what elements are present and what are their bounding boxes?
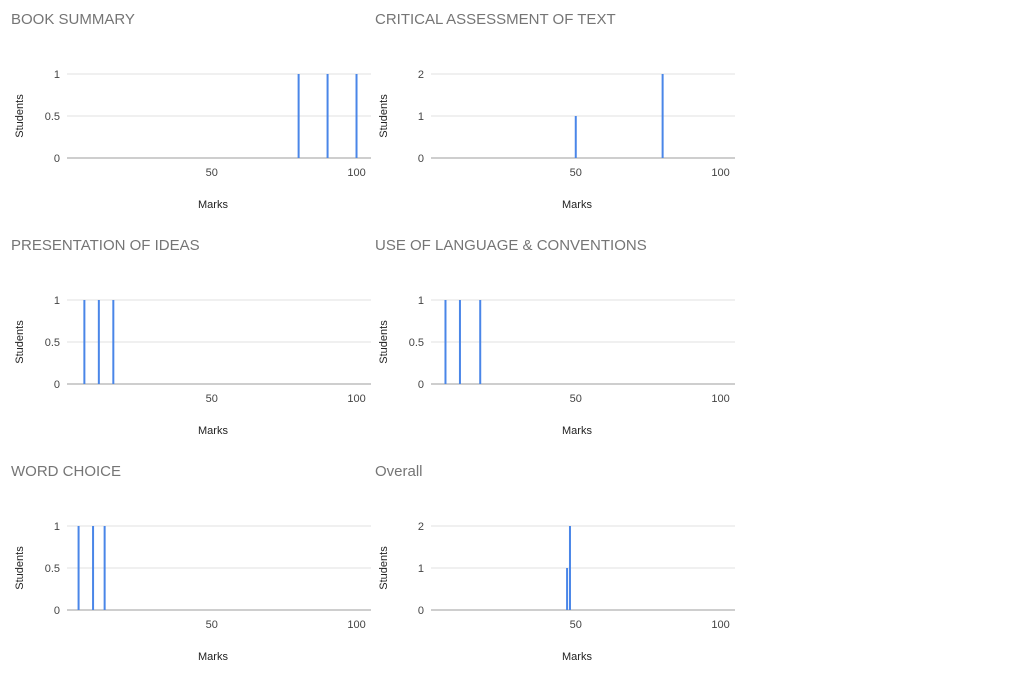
chart-critical-assessment: CRITICAL ASSESSMENT OF TEXT 0 1 2 50 100 Mark… bbox=[364, 0, 735, 226]
y-tick-label: 0.5 bbox=[45, 563, 60, 575]
bar bbox=[326, 74, 329, 158]
chart-plot: 0 1 2 50 100 Marks Students bbox=[378, 521, 735, 663]
chart-plot: 0 0.5 1 50 100 Marks Students bbox=[378, 295, 735, 437]
bar bbox=[661, 74, 664, 158]
y-axis-label: Students bbox=[14, 546, 26, 590]
bar bbox=[97, 300, 100, 384]
x-axis-label: Marks bbox=[562, 425, 592, 437]
y-tick-label: 0 bbox=[54, 605, 60, 617]
y-tick-label: 1 bbox=[418, 111, 424, 123]
y-axis-label: Students bbox=[378, 320, 390, 364]
chart-use-of-language: USE OF LANGUAGE & CONVENTIONS 0 0.5 1 50 100… bbox=[364, 226, 735, 452]
y-axis-label: Students bbox=[14, 94, 26, 138]
chart-title: CRITICAL ASSESSMENT OF TEXT bbox=[375, 11, 616, 28]
bar bbox=[297, 74, 300, 158]
x-axis-label: Marks bbox=[562, 651, 592, 663]
y-tick-label: 0 bbox=[54, 153, 60, 165]
x-tick-label: 50 bbox=[570, 167, 582, 179]
chart-word-choice: WORD CHOICE 0 0.5 1 50 100 Marks Students bbox=[0, 452, 371, 678]
x-axis-label: Marks bbox=[562, 199, 592, 211]
y-tick-label: 0.5 bbox=[45, 337, 60, 349]
chart-plot: 0 0.5 1 50 100 Marks Students bbox=[14, 295, 371, 437]
chart-title: WORD CHOICE bbox=[11, 463, 121, 480]
y-axis-label: Students bbox=[378, 546, 390, 590]
bar bbox=[92, 526, 95, 610]
x-tick-label: 50 bbox=[206, 167, 218, 179]
chart-overall: Overall 0 1 2 50 100 Marks Students bbox=[364, 452, 735, 678]
x-tick-label: 100 bbox=[347, 619, 365, 631]
y-tick-label: 2 bbox=[418, 69, 424, 81]
y-tick-label: 0 bbox=[54, 379, 60, 391]
x-tick-label: 50 bbox=[570, 393, 582, 405]
bar bbox=[566, 568, 569, 610]
chart-title: BOOK SUMMARY bbox=[11, 11, 135, 28]
bar bbox=[103, 526, 106, 610]
x-axis-label: Marks bbox=[198, 651, 228, 663]
y-tick-label: 1 bbox=[54, 521, 60, 533]
y-tick-label: 1 bbox=[54, 295, 60, 307]
bar bbox=[574, 116, 577, 158]
bar bbox=[83, 300, 86, 384]
chart-title: PRESENTATION OF IDEAS bbox=[11, 237, 200, 254]
x-tick-label: 100 bbox=[711, 393, 729, 405]
chart-title: Overall bbox=[375, 463, 423, 480]
y-tick-label: 0.5 bbox=[409, 337, 424, 349]
y-tick-label: 0 bbox=[418, 379, 424, 391]
x-tick-label: 100 bbox=[711, 619, 729, 631]
chart-book-summary: BOOK SUMMARY 0 0.5 1 50 100 Marks Students bbox=[0, 0, 371, 226]
bar bbox=[458, 300, 461, 384]
y-tick-label: 1 bbox=[418, 563, 424, 575]
bar bbox=[112, 300, 115, 384]
chart-plot: 0 0.5 1 50 100 Marks Students bbox=[14, 69, 371, 211]
x-tick-label: 50 bbox=[206, 393, 218, 405]
y-tick-label: 1 bbox=[418, 295, 424, 307]
y-tick-label: 0 bbox=[418, 605, 424, 617]
chart-title: USE OF LANGUAGE & CONVENTIONS bbox=[375, 237, 647, 254]
chart-presentation-of-ideas: PRESENTATION OF IDEAS 0 0.5 1 50 100 Marks Stu… bbox=[0, 226, 371, 452]
chart-plot: 0 0.5 1 50 100 Marks Students bbox=[14, 521, 371, 663]
y-tick-label: 1 bbox=[54, 69, 60, 81]
y-tick-label: 2 bbox=[418, 521, 424, 533]
x-tick-label: 100 bbox=[711, 167, 729, 179]
bar bbox=[355, 74, 358, 158]
bar bbox=[479, 300, 482, 384]
x-axis-label: Marks bbox=[198, 425, 228, 437]
y-tick-label: 0 bbox=[418, 153, 424, 165]
y-axis-label: Students bbox=[14, 320, 26, 364]
bar bbox=[568, 526, 571, 610]
x-tick-label: 100 bbox=[347, 393, 365, 405]
x-tick-label: 50 bbox=[206, 619, 218, 631]
x-tick-label: 100 bbox=[347, 167, 365, 179]
bar bbox=[77, 526, 80, 610]
bar bbox=[444, 300, 447, 384]
y-tick-label: 0.5 bbox=[45, 111, 60, 123]
y-axis-label: Students bbox=[378, 94, 390, 138]
chart-plot: 0 1 2 50 100 Marks Students bbox=[378, 69, 735, 211]
x-tick-label: 50 bbox=[570, 619, 582, 631]
x-axis-label: Marks bbox=[198, 199, 228, 211]
